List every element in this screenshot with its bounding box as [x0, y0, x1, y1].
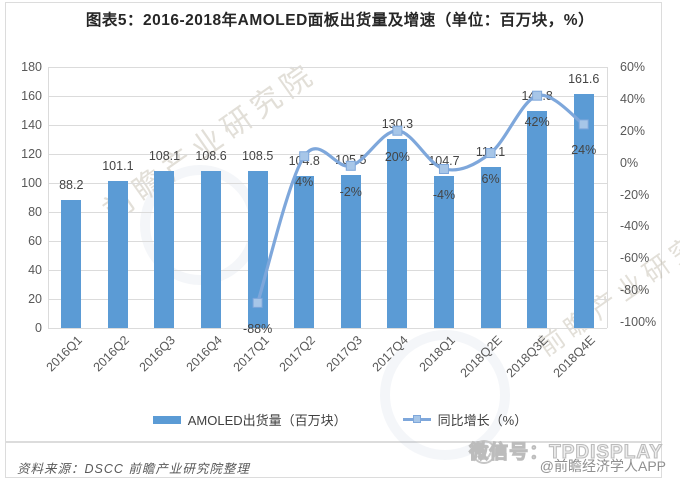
y-axis-tick-label: 40 — [28, 263, 42, 277]
gridline — [48, 298, 607, 300]
qianzhan-logo-icon — [472, 440, 496, 464]
y-axis-tick-label: 180 — [21, 60, 42, 74]
bar-value-label: 161.6 — [568, 71, 600, 86]
secondary-axis-tick-label: -100% — [620, 315, 657, 329]
legend: AMOLED出货量（百万块） 同比增长（%） — [0, 410, 680, 429]
bar-series-swatch — [152, 415, 181, 424]
secondary-axis-tick-label: -20% — [620, 187, 650, 202]
bar-value-label: 108.1 — [148, 149, 181, 164]
y-axis-tick-label: 120 — [21, 147, 42, 161]
gridline — [48, 327, 607, 329]
gridline — [48, 240, 607, 242]
bar — [387, 139, 408, 328]
line-value-label: 20% — [384, 149, 410, 164]
bar — [247, 170, 268, 328]
source-note: 资料来源：DSCC 前瞻产业研究院整理 — [17, 462, 250, 476]
line-series-swatch — [402, 415, 431, 423]
secondary-axis-tick-label: 40% — [620, 91, 646, 106]
bar-value-label: 108.6 — [195, 148, 227, 163]
secondary-axis-tick-label: -80% — [620, 283, 650, 298]
gridline — [48, 153, 607, 155]
gridline — [48, 66, 607, 68]
secondary-axis-tick-label: 60% — [620, 60, 646, 74]
line-value-label: 6% — [481, 172, 500, 187]
bar-value-label: 101.1 — [102, 159, 134, 174]
secondary-axis-tick-label: 20% — [620, 123, 646, 138]
bar — [107, 181, 128, 328]
legend-label: 同比增长（%） — [437, 413, 528, 428]
y-axis-tick-label: 20 — [28, 292, 42, 306]
legend-label: AMOLED出货量（百万块） — [187, 413, 347, 428]
line-value-label: -88% — [243, 321, 273, 336]
bar-value-label: 108.5 — [241, 148, 274, 163]
app-credit-watermark: @前瞻经济学人APP — [539, 458, 666, 474]
bar — [154, 171, 175, 328]
line-value-label: -4% — [432, 188, 456, 202]
y-axis-tick-label: 0 — [35, 321, 42, 335]
y-axis-tick-label: 80 — [28, 205, 42, 219]
bar-value-label: 88.2 — [59, 178, 84, 193]
y-axis-tick-label: 160 — [21, 89, 42, 103]
secondary-axis-line — [607, 67, 608, 328]
legend-item-shipments: AMOLED出货量（百万块） — [152, 410, 347, 429]
bar — [527, 110, 548, 328]
y-axis-tick-label: 100 — [21, 176, 42, 190]
y-axis-tick-label: 140 — [21, 118, 42, 132]
bar — [294, 176, 315, 328]
bar-value-label: 149.8 — [521, 88, 553, 103]
line-value-label: -2% — [339, 184, 362, 199]
chart-title: 图表5：2016-2018年AMOLED面板出货量及增速（单位：百万块，%） — [85, 12, 595, 29]
line-marker-icon — [412, 415, 421, 423]
gridline — [48, 269, 607, 271]
bar-value-label: 130.3 — [381, 117, 414, 132]
gridline — [48, 182, 607, 184]
source-bar — [5, 442, 662, 478]
gridline — [48, 124, 607, 126]
bar-value-label: 111.1 — [475, 144, 506, 159]
bar-value-label: 104.7 — [428, 154, 460, 169]
bar — [480, 166, 501, 328]
bar-value-label: 104.8 — [288, 154, 320, 169]
secondary-axis-tick-label: -60% — [620, 251, 650, 266]
secondary-axis-tick-label: 0% — [620, 155, 639, 170]
line-value-label: 24% — [571, 143, 597, 158]
secondary-axis-tick-label: -40% — [620, 219, 650, 234]
line-value-label: 4% — [295, 175, 314, 190]
bar — [201, 170, 222, 328]
bar — [573, 93, 594, 328]
line-value-label: 42% — [524, 114, 550, 129]
y-axis-line — [48, 67, 49, 328]
y-axis-tick-label: 60 — [28, 234, 42, 248]
bar — [61, 200, 82, 328]
gridline — [48, 211, 607, 213]
wechat-id-watermark: 微信号：TPDISPLAY — [469, 441, 663, 463]
legend-item-growth: 同比增长（%） — [402, 410, 528, 429]
bar-value-label: 105.5 — [335, 153, 367, 168]
